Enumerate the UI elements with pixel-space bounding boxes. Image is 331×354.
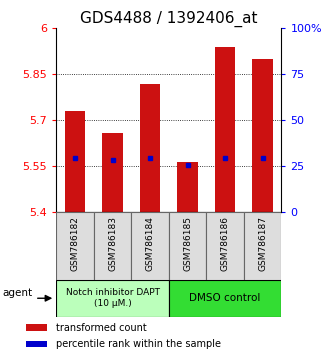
Text: GSM786182: GSM786182 (71, 216, 79, 271)
Bar (102, 133, 123, 212)
Bar (206, 212, 244, 280)
Bar (26, 324, 47, 331)
Text: percentile rank within the sample: percentile rank within the sample (56, 339, 221, 349)
Bar (252, 59, 273, 212)
Text: DMSO control: DMSO control (189, 293, 261, 303)
Bar (244, 212, 281, 280)
Text: GSM786185: GSM786185 (183, 216, 192, 271)
Text: transformed count: transformed count (56, 322, 147, 333)
Bar (131, 212, 169, 280)
Bar (169, 212, 206, 280)
Bar (94, 212, 131, 280)
Bar (56, 280, 169, 317)
Bar (177, 162, 198, 212)
Text: GSM786184: GSM786184 (146, 216, 155, 271)
Title: GDS4488 / 1392406_at: GDS4488 / 1392406_at (80, 11, 258, 27)
Text: GSM786186: GSM786186 (220, 216, 230, 271)
Text: Notch inhibitor DAPT
(10 μM.): Notch inhibitor DAPT (10 μM.) (66, 288, 160, 308)
Bar (215, 47, 235, 212)
Text: GSM786187: GSM786187 (258, 216, 267, 271)
Bar (65, 111, 85, 212)
Text: agent: agent (3, 288, 33, 298)
Bar (26, 341, 47, 347)
Bar (56, 212, 94, 280)
Text: GSM786183: GSM786183 (108, 216, 117, 271)
Bar (169, 280, 281, 317)
Bar (140, 84, 160, 212)
